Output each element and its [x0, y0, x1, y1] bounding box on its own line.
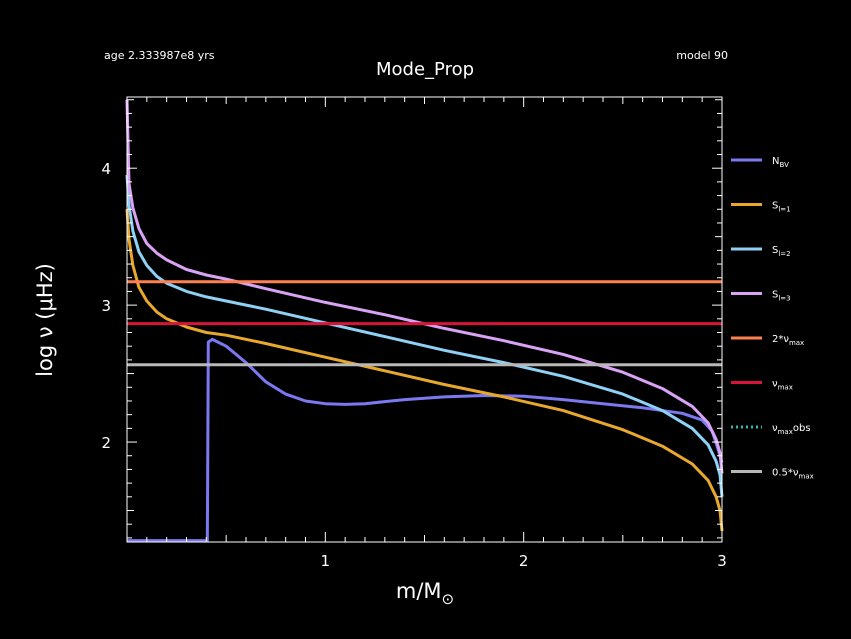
legend-label-7: 0.5*νmax — [772, 468, 814, 481]
legend-label-0: NBV — [772, 156, 789, 169]
x-axis-label-sun: ⊙ — [442, 590, 455, 608]
x-tick-label: 1 — [321, 552, 331, 570]
x-axis-label: m/M⊙ — [396, 579, 454, 608]
x-tick-label: 3 — [717, 552, 727, 570]
y-axis-label: log ν (μHz) — [33, 263, 57, 377]
series-line-3 — [125, 99, 724, 474]
legend: NBV Sl=1 Sl=2 Sl=3 2*νmax νmax νmaxobs 0.5*νmax — [731, 156, 814, 481]
age-label: age 2.333987e8 yrs — [104, 49, 215, 62]
axes: 1 2 3 2 3 4 — [101, 96, 727, 570]
chart-title: Mode_Prop — [376, 59, 474, 80]
y-tick-label: 4 — [101, 160, 111, 178]
legend-label-5: νmax — [772, 379, 793, 392]
y-tick-label: 2 — [101, 434, 111, 452]
legend-label-4: 2*νmax — [772, 334, 804, 347]
legend-label-6: νmaxobs — [772, 423, 811, 436]
model-label: model 90 — [676, 49, 728, 62]
legend-label-1: Sl=1 — [772, 201, 791, 214]
y-tick-label: 3 — [101, 297, 111, 315]
plot-lines — [125, 99, 724, 543]
legend-label-3: Sl=3 — [772, 290, 791, 303]
legend-label-2: Sl=2 — [772, 245, 791, 258]
series-line-1 — [125, 209, 724, 532]
x-tick-label: 2 — [519, 552, 529, 570]
series-line-0 — [127, 337, 724, 543]
x-axis-label-main: m/M — [396, 579, 442, 603]
